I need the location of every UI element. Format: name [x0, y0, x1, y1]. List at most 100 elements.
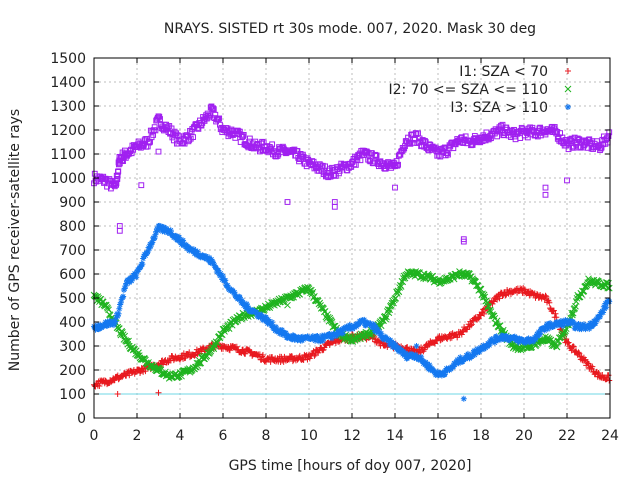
data-point [253, 309, 260, 316]
data-point [114, 313, 121, 320]
x-tick-label: 20 [515, 428, 533, 444]
data-point [93, 325, 100, 332]
data-point [570, 320, 577, 327]
data-point [360, 318, 367, 325]
y-axis-title: Number of GPS receiver-satellite rays [7, 109, 23, 371]
data-point [178, 241, 185, 248]
data-point [564, 177, 570, 184]
data-point [603, 279, 611, 286]
data-point [246, 135, 253, 142]
data-point [378, 330, 385, 337]
data-point [570, 343, 577, 350]
y-tick-label: 200 [59, 363, 86, 379]
data-point [553, 314, 560, 321]
data-point [205, 113, 212, 119]
data-point [316, 299, 324, 307]
data-point [387, 337, 394, 344]
data-point [559, 332, 567, 340]
data-point [142, 252, 149, 259]
data-point [552, 310, 559, 317]
data-point [215, 267, 222, 274]
data-point [524, 134, 531, 141]
x-tick-label: 22 [558, 428, 576, 444]
data-point [590, 317, 597, 324]
data-point [458, 331, 465, 338]
data-point [264, 320, 271, 327]
data-point [575, 137, 582, 143]
x-tick-label: 2 [133, 428, 142, 444]
data-point [398, 346, 405, 353]
data-point [394, 162, 401, 169]
data-point [547, 320, 554, 327]
data-point [441, 371, 448, 378]
data-point [412, 351, 419, 358]
data-point [96, 325, 103, 332]
y-tick-label: 300 [59, 339, 86, 355]
data-point [362, 150, 369, 156]
data-point [193, 252, 200, 259]
data-point [115, 161, 122, 168]
data-point [129, 275, 136, 282]
data-point [386, 341, 393, 348]
data-point [543, 293, 550, 300]
data-point [96, 382, 103, 389]
data-point [459, 358, 466, 365]
data-point [152, 127, 159, 134]
data-point [460, 238, 467, 245]
data-point [284, 301, 291, 309]
data-point [424, 360, 431, 367]
data-point [265, 316, 272, 323]
data-point [397, 151, 404, 158]
data-point [346, 322, 353, 329]
data-point [383, 313, 390, 321]
data-point [240, 133, 246, 140]
data-point [483, 297, 490, 305]
data-point [239, 297, 246, 304]
data-point [110, 322, 117, 329]
data-point [422, 138, 428, 144]
y-tick-label: 900 [59, 195, 86, 211]
y-tick-label: 500 [59, 291, 86, 307]
data-point [147, 243, 154, 250]
data-point [375, 327, 382, 334]
data-point [560, 322, 567, 329]
data-point [373, 152, 380, 159]
data-point [327, 173, 334, 180]
data-point [182, 354, 189, 361]
data-point [339, 330, 346, 337]
data-point [361, 316, 368, 323]
data-point [476, 348, 483, 355]
data-point [392, 294, 400, 302]
data-point [121, 285, 128, 292]
data-point [550, 323, 557, 330]
data-point [269, 141, 276, 148]
data-point [408, 350, 415, 357]
data-point [431, 369, 438, 376]
data-point [202, 353, 210, 361]
data-point [554, 129, 560, 135]
data-point [589, 363, 596, 370]
data-point [133, 274, 140, 281]
data-point [319, 337, 326, 344]
data-point [176, 234, 183, 241]
data-point [426, 361, 433, 368]
data-point [582, 326, 589, 333]
data-point [569, 311, 576, 319]
data-point [321, 307, 329, 315]
data-point [236, 294, 243, 301]
data-point [534, 133, 541, 140]
data-point [392, 343, 398, 350]
data-point [291, 336, 298, 343]
data-point [496, 322, 504, 329]
data-point [284, 199, 291, 205]
data-point [602, 279, 610, 286]
data-point [236, 128, 243, 135]
legend-marker [565, 104, 571, 110]
data-point [547, 305, 554, 312]
data-point [551, 322, 558, 329]
data-point [116, 305, 123, 312]
data-point [180, 140, 186, 146]
data-point [210, 105, 216, 112]
data-point [157, 116, 163, 122]
data-point [523, 339, 530, 346]
